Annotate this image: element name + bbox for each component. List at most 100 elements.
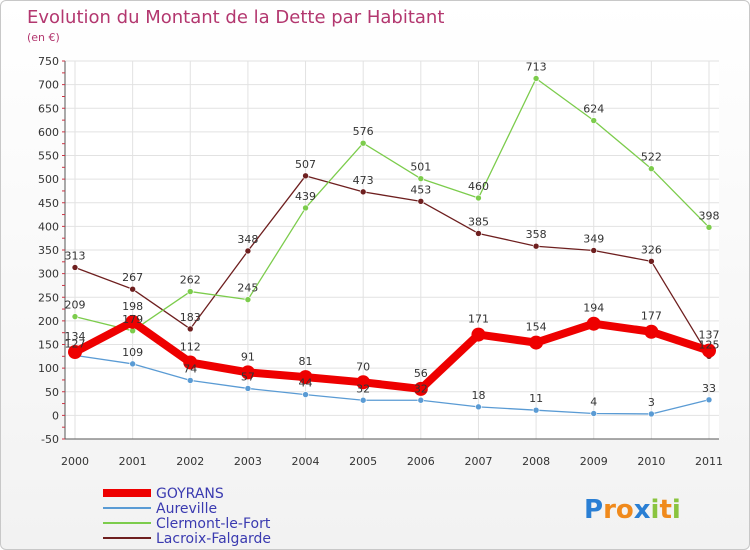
legend-item-aureville: Aureville xyxy=(103,501,217,517)
data-label-goyrans: 177 xyxy=(641,310,662,323)
data-point-goyrans xyxy=(356,375,371,390)
data-point-clermont-le-fort xyxy=(475,194,482,202)
x-tick-label: 2006 xyxy=(407,455,435,468)
x-tick-label: 2007 xyxy=(464,455,492,468)
data-label-aureville: 32 xyxy=(414,382,428,395)
data-point-goyrans xyxy=(183,355,198,370)
data-point-aureville xyxy=(129,360,136,368)
data-label-lacroix-falgarde: 183 xyxy=(180,311,201,324)
data-label-lacroix-falgarde: 349 xyxy=(583,232,604,245)
logo-letter: i xyxy=(672,495,681,525)
series-line-lacroix-falgarde xyxy=(74,175,710,357)
data-label-goyrans: 198 xyxy=(122,300,143,313)
data-point-lacroix-falgarde xyxy=(648,258,655,265)
data-label-clermont-le-fort: 262 xyxy=(180,274,201,287)
data-label-goyrans: 70 xyxy=(356,360,370,373)
data-point-goyrans xyxy=(68,345,82,360)
data-label-goyrans: 134 xyxy=(65,330,86,343)
data-point-lacroix-falgarde xyxy=(417,198,425,205)
legend-item-goyrans: GOYRANS xyxy=(103,486,224,502)
data-label-lacroix-falgarde: 313 xyxy=(65,249,86,262)
data-point-lacroix-falgarde xyxy=(532,242,540,250)
data-label-clermont-le-fort: 460 xyxy=(468,180,489,193)
data-label-aureville: 44 xyxy=(299,377,313,390)
data-label-clermont-le-fort: 179 xyxy=(122,313,143,326)
legend: GOYRANSAurevilleClermont-le-FortLacroix-… xyxy=(103,486,271,547)
data-point-lacroix-falgarde xyxy=(302,172,309,180)
data-label-clermont-le-fort: 245 xyxy=(237,282,258,295)
y-tick-label: 0 xyxy=(52,409,59,422)
data-label-clermont-le-fort: 624 xyxy=(583,103,604,116)
data-label-goyrans: 137 xyxy=(699,329,720,342)
data-point-lacroix-falgarde xyxy=(71,264,79,271)
data-label-lacroix-falgarde: 125 xyxy=(699,338,720,351)
data-label-aureville: 33 xyxy=(702,382,716,395)
logo-letter: r xyxy=(603,495,616,525)
data-point-goyrans xyxy=(413,381,428,396)
data-point-goyrans xyxy=(529,335,544,350)
data-point-aureville xyxy=(590,410,598,417)
legend-label: GOYRANS xyxy=(156,486,224,502)
chart-title: Evolution du Montant de la Dette par Hab… xyxy=(27,7,444,28)
data-label-clermont-le-fort: 209 xyxy=(65,299,86,312)
data-label-goyrans: 56 xyxy=(414,367,428,380)
y-tick-label: 500 xyxy=(38,173,59,186)
data-label-aureville: 127 xyxy=(65,337,86,350)
data-point-clermont-le-fort xyxy=(359,139,367,147)
legend-item-lacroix-falgarde: Lacroix-Falgarde xyxy=(103,531,271,547)
data-label-aureville: 74 xyxy=(183,362,197,375)
data-point-clermont-le-fort xyxy=(532,75,540,82)
data-point-clermont-le-fort xyxy=(71,313,79,320)
x-tick-label: 2000 xyxy=(61,455,89,468)
data-point-goyrans xyxy=(240,365,255,380)
series-line-clermont-le-fort xyxy=(74,77,710,332)
logo-letter: P xyxy=(584,495,603,525)
y-tick-label: 400 xyxy=(38,220,59,233)
data-label-goyrans: 91 xyxy=(241,350,255,363)
data-point-lacroix-falgarde xyxy=(186,325,194,333)
y-tick-label: 550 xyxy=(38,150,59,163)
data-label-lacroix-falgarde: 267 xyxy=(122,271,143,284)
data-label-aureville: 11 xyxy=(529,392,543,405)
y-tick-label: 750 xyxy=(38,55,59,68)
x-tick-label: 2011 xyxy=(695,455,723,468)
data-point-aureville xyxy=(244,385,252,392)
data-point-clermont-le-fort xyxy=(302,204,309,212)
data-point-clermont-le-fort xyxy=(417,175,425,182)
data-point-aureville xyxy=(648,410,655,418)
data-point-aureville xyxy=(417,396,425,404)
x-tick-label: 2003 xyxy=(234,455,262,468)
proxiti-logo: Proxiti xyxy=(584,495,681,525)
data-point-clermont-le-fort xyxy=(590,117,598,124)
logo-letter: x xyxy=(634,495,651,525)
series-aureville xyxy=(71,352,713,418)
data-label-aureville: 18 xyxy=(471,389,485,402)
logo-letter: t xyxy=(659,495,671,525)
y-tick-label: -50 xyxy=(41,433,59,446)
data-point-aureville xyxy=(475,403,482,411)
data-point-goyrans xyxy=(702,343,716,358)
legend-label: Clermont-le-Fort xyxy=(156,516,271,532)
y-tick-label: 450 xyxy=(38,197,59,210)
data-label-clermont-le-fort: 439 xyxy=(295,190,316,203)
logo-letter: i xyxy=(651,495,660,525)
data-point-clermont-le-fort xyxy=(244,296,252,303)
data-point-aureville xyxy=(302,391,309,398)
data-point-lacroix-falgarde xyxy=(359,188,367,196)
y-tick-label: 150 xyxy=(38,339,59,352)
legend-label: Lacroix-Falgarde xyxy=(156,531,271,547)
data-label-lacroix-falgarde: 473 xyxy=(353,174,374,187)
data-point-lacroix-falgarde xyxy=(129,285,136,293)
data-point-aureville xyxy=(532,406,540,414)
data-label-clermont-le-fort: 522 xyxy=(641,151,662,164)
data-point-goyrans xyxy=(586,316,601,331)
data-point-clermont-le-fort xyxy=(705,224,713,231)
data-label-lacroix-falgarde: 326 xyxy=(641,243,662,256)
data-label-lacroix-falgarde: 385 xyxy=(468,215,489,228)
data-label-aureville: 3 xyxy=(648,396,655,409)
data-point-goyrans xyxy=(644,324,659,339)
data-label-goyrans: 171 xyxy=(468,313,489,326)
x-tick-label: 2010 xyxy=(637,455,665,468)
data-point-lacroix-falgarde xyxy=(244,247,252,255)
